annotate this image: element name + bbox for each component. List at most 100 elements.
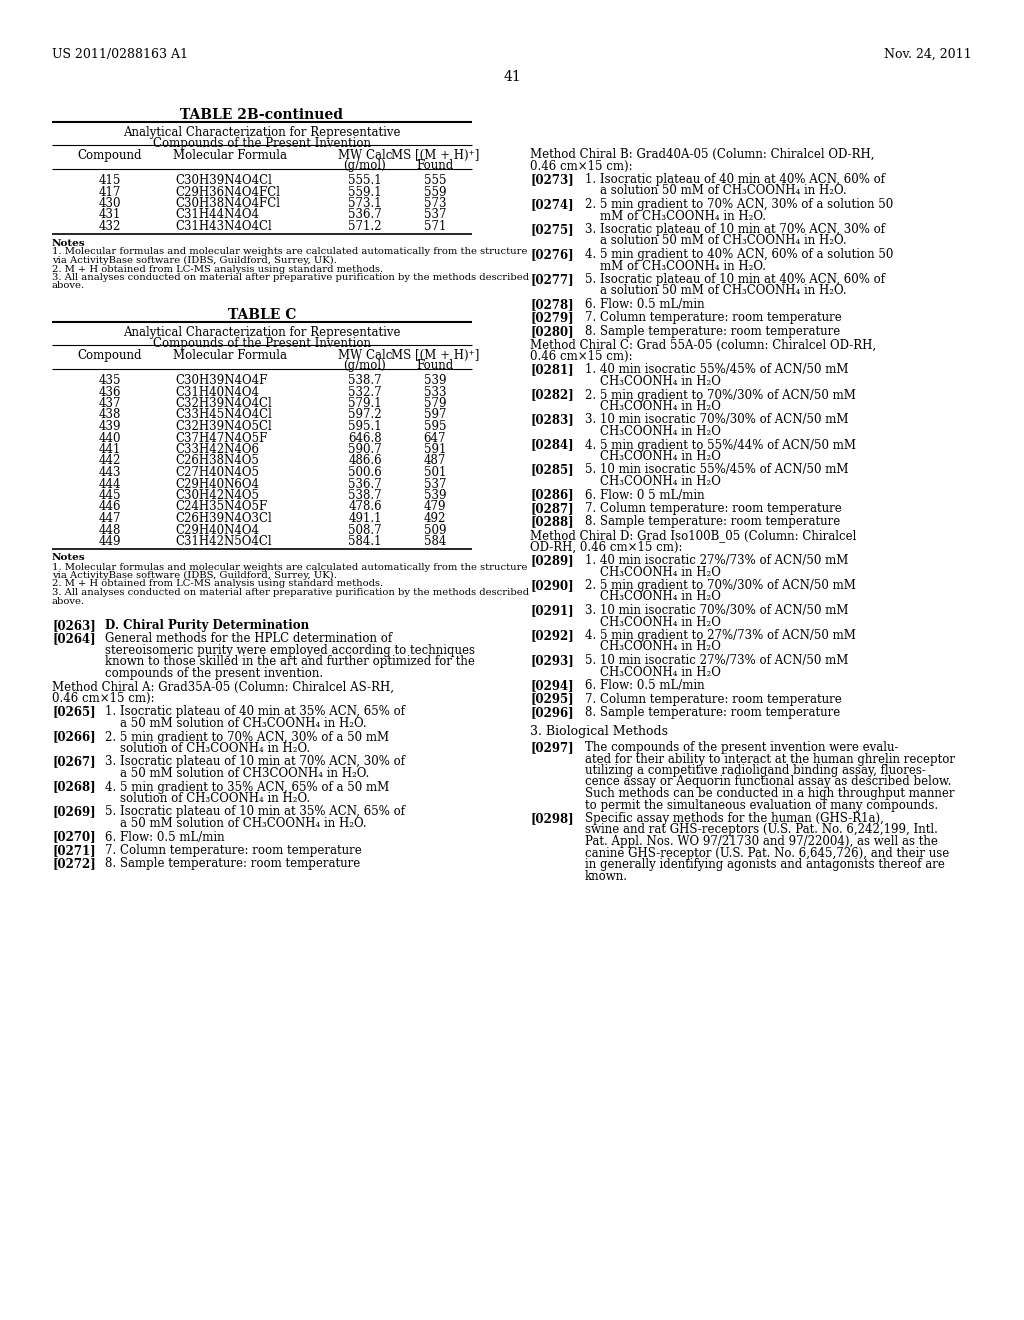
Text: above.: above. xyxy=(52,597,85,606)
Text: 6. Flow: 0.5 mL/min: 6. Flow: 0.5 mL/min xyxy=(105,830,224,843)
Text: 1. Molecular formulas and molecular weights are calculated automatically from th: 1. Molecular formulas and molecular weig… xyxy=(52,562,527,572)
Text: ated for their ability to interact at the human ghrelin receptor: ated for their ability to interact at th… xyxy=(585,752,955,766)
Text: Found: Found xyxy=(417,359,454,372)
Text: [0267]: [0267] xyxy=(52,755,95,768)
Text: 435: 435 xyxy=(98,374,121,387)
Text: 500.6: 500.6 xyxy=(348,466,382,479)
Text: 6. Flow: 0 5 mL/min: 6. Flow: 0 5 mL/min xyxy=(585,488,705,502)
Text: 491.1: 491.1 xyxy=(348,512,382,525)
Text: C30H42N4O5: C30H42N4O5 xyxy=(175,488,259,502)
Text: 6. Flow: 0.5 mL/min: 6. Flow: 0.5 mL/min xyxy=(585,678,705,692)
Text: [0283]: [0283] xyxy=(530,413,573,426)
Text: 442: 442 xyxy=(98,454,121,467)
Text: [0271]: [0271] xyxy=(52,843,95,857)
Text: 1. Molecular formulas and molecular weights are calculated automatically from th: 1. Molecular formulas and molecular weig… xyxy=(52,248,527,256)
Text: C31H43N4O4Cl: C31H43N4O4Cl xyxy=(175,220,271,234)
Text: OD-RH, 0.46 cm×15 cm):: OD-RH, 0.46 cm×15 cm): xyxy=(530,540,683,553)
Text: The compounds of the present invention were evalu-: The compounds of the present invention w… xyxy=(585,741,898,754)
Text: [0295]: [0295] xyxy=(530,693,573,705)
Text: 584: 584 xyxy=(424,535,446,548)
Text: 486.6: 486.6 xyxy=(348,454,382,467)
Text: 479: 479 xyxy=(424,500,446,513)
Text: 443: 443 xyxy=(98,466,121,479)
Text: C26H39N4O3Cl: C26H39N4O3Cl xyxy=(175,512,271,525)
Text: Method Chiral D: Grad Iso100B_05 (Column: Chiralcel: Method Chiral D: Grad Iso100B_05 (Column… xyxy=(530,529,856,543)
Text: 432: 432 xyxy=(98,220,121,234)
Text: 445: 445 xyxy=(98,488,121,502)
Text: 595.1: 595.1 xyxy=(348,420,382,433)
Text: a 50 mM solution of CH₃COONH₄ in H₂O.: a 50 mM solution of CH₃COONH₄ in H₂O. xyxy=(105,817,367,830)
Text: C30H39N4O4Cl: C30H39N4O4Cl xyxy=(175,174,272,187)
Text: 439: 439 xyxy=(98,420,121,433)
Text: [0282]: [0282] xyxy=(530,388,573,401)
Text: 7. Column temperature: room temperature: 7. Column temperature: room temperature xyxy=(105,843,361,857)
Text: 8. Sample temperature: room temperature: 8. Sample temperature: room temperature xyxy=(585,516,841,528)
Text: Such methods can be conducted in a high throughput manner: Such methods can be conducted in a high … xyxy=(585,787,954,800)
Text: 538.7: 538.7 xyxy=(348,374,382,387)
Text: 8. Sample temperature: room temperature: 8. Sample temperature: room temperature xyxy=(585,325,841,338)
Text: MS [(M + H)⁺]: MS [(M + H)⁺] xyxy=(391,149,479,162)
Text: [0280]: [0280] xyxy=(530,325,573,338)
Text: 0.46 cm×15 cm):: 0.46 cm×15 cm): xyxy=(530,350,633,363)
Text: CH₃COONH₄ in H₂O: CH₃COONH₄ in H₂O xyxy=(585,590,721,603)
Text: 539: 539 xyxy=(424,374,446,387)
Text: 447: 447 xyxy=(98,512,121,525)
Text: [0273]: [0273] xyxy=(530,173,573,186)
Text: 537: 537 xyxy=(424,478,446,491)
Text: 449: 449 xyxy=(98,535,121,548)
Text: C32H39N4O4Cl: C32H39N4O4Cl xyxy=(175,397,271,411)
Text: canine GHS-receptor (U.S. Pat. No. 6,645,726), and their use: canine GHS-receptor (U.S. Pat. No. 6,645… xyxy=(585,846,949,859)
Text: [0287]: [0287] xyxy=(530,502,573,515)
Text: TABLE C: TABLE C xyxy=(227,308,296,322)
Text: Nov. 24, 2011: Nov. 24, 2011 xyxy=(885,48,972,61)
Text: Specific assay methods for the human (GHS-R1a),: Specific assay methods for the human (GH… xyxy=(585,812,884,825)
Text: C30H39N4O4F: C30H39N4O4F xyxy=(175,374,267,387)
Text: CH₃COONH₄ in H₂O: CH₃COONH₄ in H₂O xyxy=(585,450,721,463)
Text: swine and rat GHS-receptors (U.S. Pat. No. 6,242,199, Intl.: swine and rat GHS-receptors (U.S. Pat. N… xyxy=(585,824,938,837)
Text: 3. 10 min isocratic 70%/30% of ACN/50 mM: 3. 10 min isocratic 70%/30% of ACN/50 mM xyxy=(585,413,849,426)
Text: 3. Isocratic plateau of 10 min at 70% ACN, 30% of: 3. Isocratic plateau of 10 min at 70% AC… xyxy=(105,755,406,768)
Text: a solution 50 mM of CH₃COONH₄ in H₂O.: a solution 50 mM of CH₃COONH₄ in H₂O. xyxy=(585,235,847,248)
Text: stereoisomeric purity were employed according to techniques: stereoisomeric purity were employed acco… xyxy=(105,644,475,657)
Text: in generally identifying agonists and antagonists thereof are: in generally identifying agonists and an… xyxy=(585,858,945,871)
Text: 444: 444 xyxy=(98,478,121,491)
Text: [0263]: [0263] xyxy=(52,619,96,632)
Text: C31H44N4O4: C31H44N4O4 xyxy=(175,209,259,222)
Text: [0266]: [0266] xyxy=(52,730,95,743)
Text: known.: known. xyxy=(585,870,628,883)
Text: Method Chiral C: Grad 55A-05 (column: Chiralcel OD-RH,: Method Chiral C: Grad 55A-05 (column: Ch… xyxy=(530,338,877,351)
Text: CH₃COONH₄ in H₂O: CH₃COONH₄ in H₂O xyxy=(585,565,721,578)
Text: CH₃COONH₄ in H₂O: CH₃COONH₄ in H₂O xyxy=(585,665,721,678)
Text: 590.7: 590.7 xyxy=(348,444,382,455)
Text: Compounds of the Present Invention: Compounds of the Present Invention xyxy=(153,337,371,350)
Text: 1. 40 min isocratic 55%/45% of ACN/50 mM: 1. 40 min isocratic 55%/45% of ACN/50 mM xyxy=(585,363,849,376)
Text: Compounds of the Present Invention: Compounds of the Present Invention xyxy=(153,137,371,150)
Text: MW Calc: MW Calc xyxy=(338,149,392,162)
Text: 5. 10 min isocratic 27%/73% of ACN/50 mM: 5. 10 min isocratic 27%/73% of ACN/50 mM xyxy=(585,653,848,667)
Text: 8. Sample temperature: room temperature: 8. Sample temperature: room temperature xyxy=(105,858,360,870)
Text: 438: 438 xyxy=(98,408,121,421)
Text: [0298]: [0298] xyxy=(530,812,573,825)
Text: C30H38N4O4FCl: C30H38N4O4FCl xyxy=(175,197,280,210)
Text: 4. 5 min gradient to 55%/44% of ACN/50 mM: 4. 5 min gradient to 55%/44% of ACN/50 m… xyxy=(585,438,856,451)
Text: [0277]: [0277] xyxy=(530,273,573,286)
Text: mM of CH₃COONH₄ in H₂O.: mM of CH₃COONH₄ in H₂O. xyxy=(585,260,766,272)
Text: above.: above. xyxy=(52,281,85,290)
Text: 446: 446 xyxy=(98,500,121,513)
Text: [0291]: [0291] xyxy=(530,605,573,616)
Text: Pat. Appl. Nos. WO 97/21730 and 97/22004), as well as the: Pat. Appl. Nos. WO 97/21730 and 97/22004… xyxy=(585,836,938,847)
Text: 533: 533 xyxy=(424,385,446,399)
Text: 3. All analyses conducted on material after preparative purification by the meth: 3. All analyses conducted on material af… xyxy=(52,273,529,282)
Text: 0.46 cm×15 cm):: 0.46 cm×15 cm): xyxy=(52,692,155,705)
Text: 431: 431 xyxy=(98,209,121,222)
Text: 646.8: 646.8 xyxy=(348,432,382,445)
Text: Found: Found xyxy=(417,158,454,172)
Text: 7. Column temperature: room temperature: 7. Column temperature: room temperature xyxy=(585,502,842,515)
Text: 5. Isocratic plateau of 10 min at 35% ACN, 65% of: 5. Isocratic plateau of 10 min at 35% AC… xyxy=(105,805,406,818)
Text: a solution 50 mM of CH₃COONH₄ in H₂O.: a solution 50 mM of CH₃COONH₄ in H₂O. xyxy=(585,285,847,297)
Text: 573.1: 573.1 xyxy=(348,197,382,210)
Text: 6. Flow: 0.5 mL/min: 6. Flow: 0.5 mL/min xyxy=(585,298,705,312)
Text: MW Calc: MW Calc xyxy=(338,348,392,362)
Text: 3. 10 min isocratic 70%/30% of ACN/50 mM: 3. 10 min isocratic 70%/30% of ACN/50 mM xyxy=(585,605,849,616)
Text: 478.6: 478.6 xyxy=(348,500,382,513)
